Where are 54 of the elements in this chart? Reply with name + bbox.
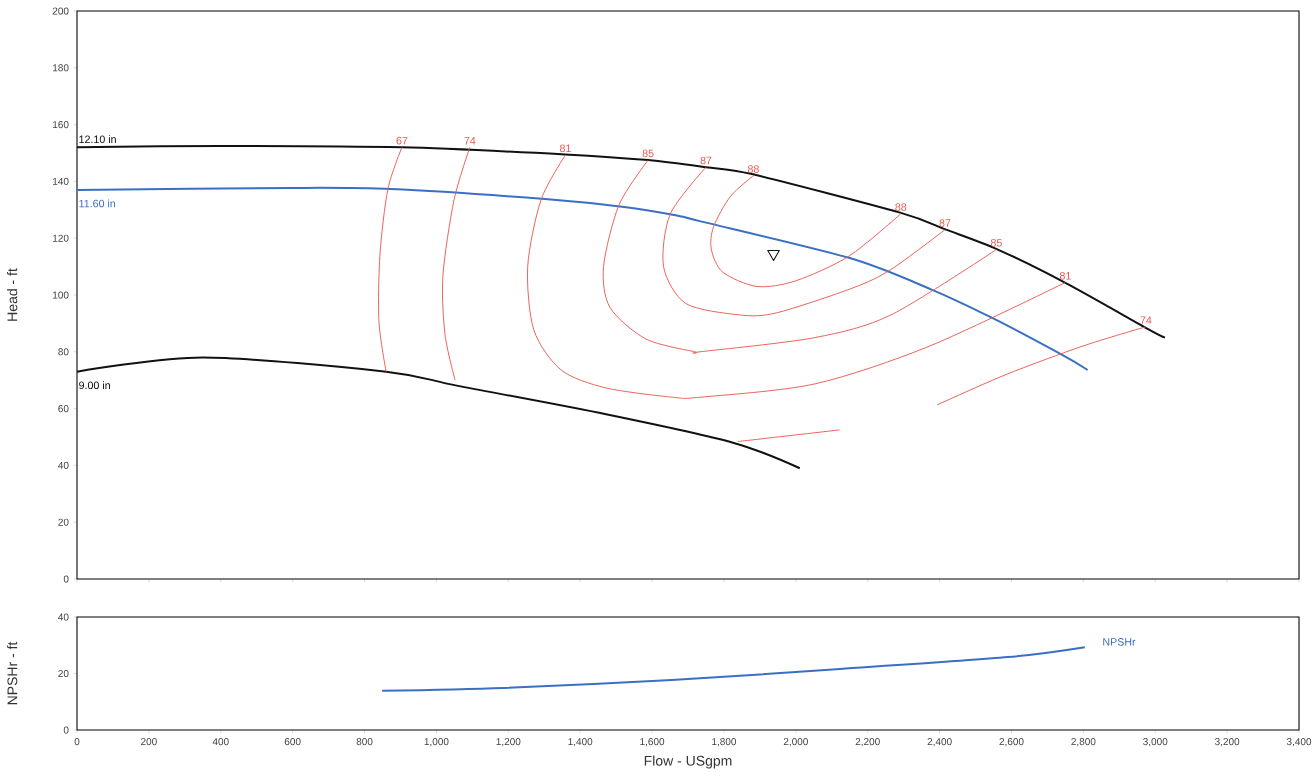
x-tick-label: 1,400 (568, 738, 593, 747)
x-tick-label: 3,200 (1215, 738, 1240, 747)
annotation: 88 (895, 203, 907, 211)
annotation: 74 (1140, 316, 1152, 324)
y-tick-label: 20 (58, 669, 69, 678)
annotation: 88 (747, 165, 759, 173)
annotation: 81 (559, 144, 571, 153)
y-tick-label: 80 (58, 348, 69, 356)
annotation: 87 (939, 219, 951, 227)
series-label: NPSHr (1103, 638, 1136, 646)
y-tick-label: 100 (53, 291, 69, 299)
y-tick-label: 40 (58, 613, 69, 621)
y-tick-label: 0 (63, 726, 69, 734)
x-tick-label: 2,000 (783, 738, 808, 747)
y-axis-title: Head - ft (7, 268, 18, 321)
y-tick-label: 60 (58, 405, 69, 413)
line-series (76, 186, 1089, 371)
x-tick-label: 800 (356, 738, 373, 746)
line-series (381, 646, 1086, 692)
x-tick-label: 600 (284, 738, 301, 746)
y-tick-label: 120 (53, 234, 69, 242)
x-tick-label: 0 (74, 738, 80, 746)
line-series (76, 144, 1166, 339)
series-label: 12.10 in (79, 135, 116, 144)
series-label: 9.00 in (79, 381, 110, 390)
y-tick-label: 40 (58, 461, 69, 469)
y-tick-label: 160 (53, 121, 69, 129)
x-tick-label: 2,800 (1071, 738, 1096, 747)
x-tick-label: 1,800 (712, 738, 737, 747)
x-tick-label: 3,400 (1286, 738, 1312, 747)
x-tick-label: 200 (141, 738, 157, 746)
annotation: 85 (990, 239, 1002, 247)
y-axis-title: NPSHr - ft (7, 641, 18, 705)
annotation: 67 (396, 136, 408, 145)
y-tick-label: 0 (63, 575, 69, 583)
y-tick-label: 200 (52, 7, 69, 15)
x-tick-label: 1,600 (640, 738, 665, 747)
line-series (76, 356, 801, 470)
annotation: 85 (642, 149, 654, 158)
x-tick-label: 1,000 (424, 738, 449, 747)
x-axis-title: Flow - USgpm (644, 755, 732, 769)
series-label: 11.60 in (79, 199, 116, 208)
x-tick-label: 3,000 (1143, 738, 1168, 747)
annotation: 87 (700, 156, 712, 165)
y-tick-label: 180 (53, 64, 69, 72)
x-tick-label: 400 (212, 738, 229, 746)
x-tick-label: 2,600 (999, 738, 1024, 747)
x-tick-label: 2,400 (927, 738, 952, 747)
y-tick-label: 140 (53, 177, 69, 185)
y-tick-label: 20 (58, 518, 69, 526)
annotation: 81 (1059, 272, 1071, 280)
annotation: 74 (464, 137, 476, 145)
x-tick-label: 2,200 (855, 738, 880, 747)
x-tick-label: 1,200 (496, 738, 521, 747)
